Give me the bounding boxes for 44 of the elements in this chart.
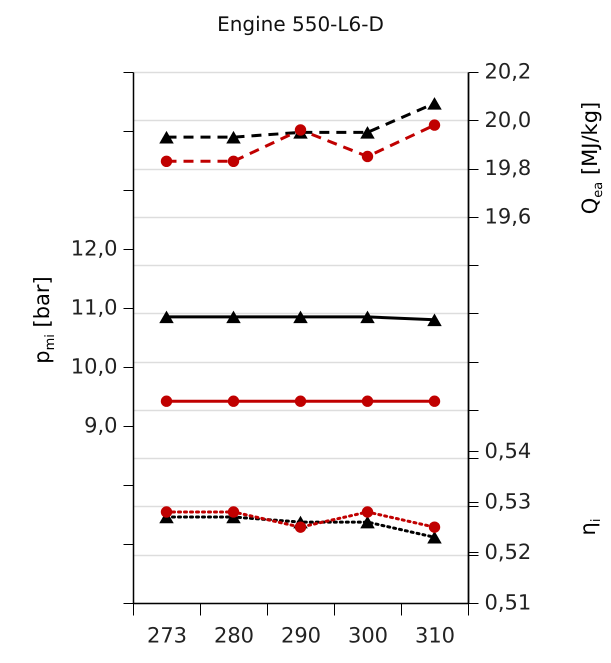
point	[160, 156, 172, 167]
point	[362, 396, 374, 407]
point	[360, 516, 375, 528]
point	[294, 396, 306, 407]
y3-tick-label: 0,51	[484, 590, 532, 614]
y2-tick-label: 20,2	[484, 60, 532, 84]
x-tick-label: 273	[146, 624, 188, 648]
point	[294, 124, 306, 136]
point	[362, 506, 374, 518]
point	[159, 130, 174, 144]
point	[362, 150, 374, 162]
y3-tick-label: 0,54	[484, 438, 532, 463]
chart-title: Engine 550-L6-D	[217, 12, 384, 36]
point	[427, 314, 442, 326]
point	[228, 506, 240, 518]
point	[427, 97, 442, 110]
point	[228, 156, 240, 167]
point	[293, 310, 308, 324]
y3-tick-label: 0,53	[484, 489, 532, 514]
x-tick-label: 300	[348, 624, 388, 648]
point	[226, 130, 241, 144]
x-tick-label: 290	[280, 624, 322, 648]
y-tick-label: 12,0	[70, 236, 118, 260]
y3-tick-label: 0,52	[484, 540, 532, 564]
point	[360, 310, 375, 324]
point	[428, 119, 440, 131]
point	[294, 521, 306, 533]
point	[160, 396, 172, 407]
point	[428, 521, 440, 533]
point	[228, 396, 240, 407]
y-tick-label: 11,0	[70, 296, 118, 320]
point	[160, 506, 172, 518]
x-tick-label: 310	[414, 624, 456, 648]
y2-tick-label: 19,6	[484, 204, 532, 228]
point	[428, 396, 440, 407]
y-tick-label: 9,0	[84, 414, 118, 438]
x-tick-label: 280	[214, 624, 254, 648]
point	[159, 310, 174, 324]
point	[226, 310, 241, 324]
point	[427, 530, 442, 544]
y2-tick-label: 20,0	[484, 108, 532, 132]
y-tick-label: 10,0	[70, 354, 118, 378]
y2-tick-label: 19,8	[484, 156, 532, 180]
point	[360, 126, 375, 139]
